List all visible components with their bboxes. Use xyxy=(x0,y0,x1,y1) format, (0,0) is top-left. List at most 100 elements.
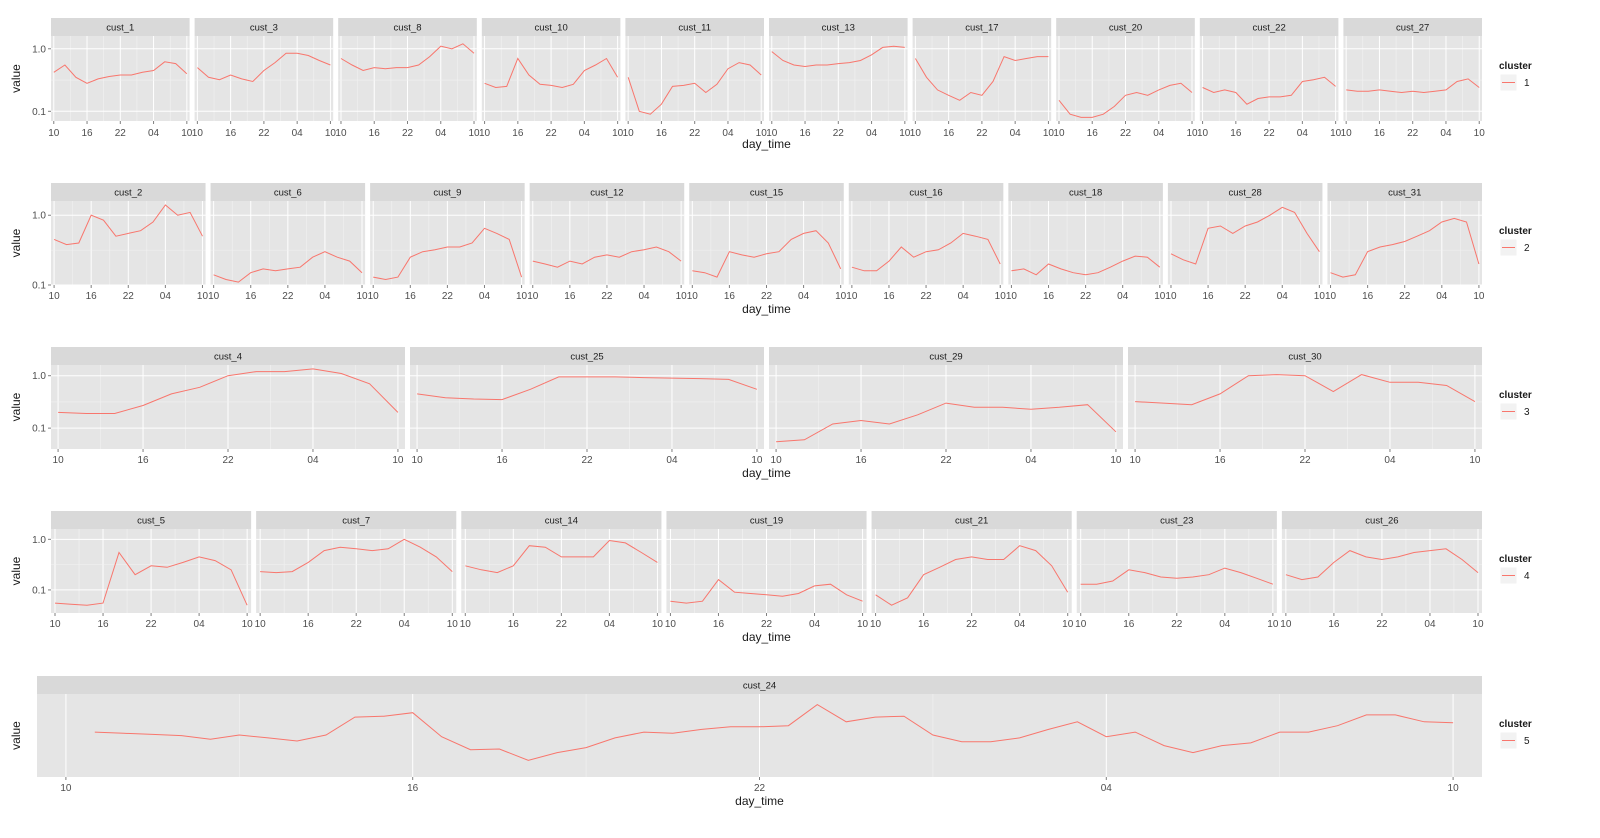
series-line xyxy=(914,55,1049,101)
series-line xyxy=(260,538,453,574)
x-tick-label: 16 xyxy=(97,619,109,630)
x-tick-label: 10 xyxy=(751,455,763,466)
x-tick-label: 10 xyxy=(368,291,380,302)
x-tick-label: 10 xyxy=(652,619,664,630)
facet-strip xyxy=(1343,18,1482,36)
x-tick-label: 10 xyxy=(242,619,254,630)
x-tick-label: 10 xyxy=(1053,128,1065,139)
x-tick-label: 16 xyxy=(496,455,508,466)
x-tick-label: 16 xyxy=(137,455,149,466)
series-line xyxy=(776,402,1117,443)
x-tick-label: 10 xyxy=(1186,128,1198,139)
x-tick-label: 10 xyxy=(1154,291,1166,302)
x-tick-label: 04 xyxy=(1424,619,1436,630)
x-tick-label: 10 xyxy=(208,291,220,302)
facet-strip xyxy=(769,347,1123,365)
facet-label: cust_22 xyxy=(1252,23,1285,34)
legend-label: 1 xyxy=(1524,78,1530,89)
x-tick-label: 22 xyxy=(1120,128,1132,139)
series-line xyxy=(1202,76,1336,105)
facet-strip xyxy=(51,183,206,201)
x-tick-label: 04 xyxy=(1101,783,1113,794)
x-tick-label: 22 xyxy=(754,783,766,794)
facet-strip xyxy=(871,511,1072,529)
facet-strip xyxy=(1076,511,1277,529)
legend: cluster 4 xyxy=(1499,554,1532,585)
facet-label: cust_2 xyxy=(114,188,142,199)
x-tick-label: 10 xyxy=(447,619,459,630)
x-tick-label: 16 xyxy=(713,619,725,630)
facet-panel: cust_22 10 16 22 04 10 xyxy=(1197,18,1342,139)
x-tick-label: 22 xyxy=(1264,128,1276,139)
x-tick-label: 22 xyxy=(761,291,773,302)
x-tick-label: 10 xyxy=(49,291,61,302)
series-line xyxy=(373,227,523,281)
x-tick-label: 22 xyxy=(966,619,978,630)
x-tick-label: 22 xyxy=(1171,619,1183,630)
legend: cluster 1 xyxy=(1499,61,1532,92)
x-tick-label: 22 xyxy=(581,455,593,466)
facet-panel: cust_5 10 16 22 04 10 0.1 1.0 xyxy=(32,511,253,630)
facet-strip xyxy=(481,18,621,36)
facet-strip xyxy=(370,183,525,201)
x-tick-label: 16 xyxy=(1203,291,1215,302)
x-tick-label: 22 xyxy=(1240,291,1252,302)
facet-panel: cust_6 10 16 22 04 10 xyxy=(208,183,368,302)
legend: cluster 3 xyxy=(1499,390,1532,421)
series-line xyxy=(54,551,248,606)
x-tick-label: 10 xyxy=(687,291,699,302)
facet-panel: cust_9 10 16 22 04 10 xyxy=(368,183,528,302)
x-tick-label: 22 xyxy=(601,291,613,302)
x-tick-label: 04 xyxy=(1219,619,1231,630)
x-tick-label: 16 xyxy=(225,128,237,139)
x-tick-label: 16 xyxy=(245,291,257,302)
series-line xyxy=(771,45,905,68)
y-axis-title: value xyxy=(9,392,23,421)
x-tick-label: 10 xyxy=(870,619,882,630)
x-tick-label: 10 xyxy=(392,455,404,466)
facet-strip xyxy=(51,511,252,529)
facet-strip xyxy=(666,511,867,529)
x-tick-label: 10 xyxy=(460,619,472,630)
facet-label: cust_13 xyxy=(822,23,855,34)
series-line xyxy=(340,43,475,72)
x-tick-label: 10 xyxy=(197,291,209,302)
facet-strip xyxy=(1327,183,1482,201)
facet-strip xyxy=(689,183,844,201)
x-tick-label: 10 xyxy=(1469,455,1481,466)
facet-label: cust_3 xyxy=(250,23,278,34)
x-tick-label: 10 xyxy=(910,128,922,139)
x-tick-label: 04 xyxy=(435,128,447,139)
facet-strip xyxy=(1167,183,1323,201)
series-line xyxy=(484,57,619,89)
x-tick-label: 04 xyxy=(1153,128,1165,139)
x-tick-label: 10 xyxy=(612,128,624,139)
facet-label: cust_26 xyxy=(1365,516,1398,527)
legend-title: cluster xyxy=(1499,390,1532,401)
x-tick-label: 10 xyxy=(623,128,635,139)
x-tick-label: 04 xyxy=(1436,291,1448,302)
x-tick-label: 10 xyxy=(479,128,491,139)
x-tick-label: 10 xyxy=(835,291,847,302)
x-tick-label: 04 xyxy=(319,291,331,302)
x-tick-label: 22 xyxy=(833,128,845,139)
series-line xyxy=(53,61,188,84)
facet-strip xyxy=(1199,18,1339,36)
facet-strip xyxy=(848,183,1004,201)
facet-label: cust_11 xyxy=(678,23,711,34)
x-tick-label: 10 xyxy=(857,619,869,630)
x-tick-label: 16 xyxy=(405,291,417,302)
facet-panel: cust_18 10 16 22 04 10 xyxy=(1006,183,1166,302)
x-tick-label: 10 xyxy=(665,619,677,630)
facet-strip xyxy=(769,18,908,36)
x-tick-label: 10 xyxy=(756,128,768,139)
x-tick-label: 16 xyxy=(407,783,419,794)
x-tick-label: 10 xyxy=(53,455,65,466)
facet-panel: cust_3 10 16 22 04 10 xyxy=(192,18,336,139)
facet-panel: cust_12 10 16 22 04 10 xyxy=(527,183,687,302)
facet-strip xyxy=(1056,18,1195,36)
x-tick-label: 04 xyxy=(1025,455,1037,466)
facet-panel: cust_11 10 16 22 04 10 xyxy=(623,18,768,139)
x-tick-label: 10 xyxy=(1330,128,1342,139)
